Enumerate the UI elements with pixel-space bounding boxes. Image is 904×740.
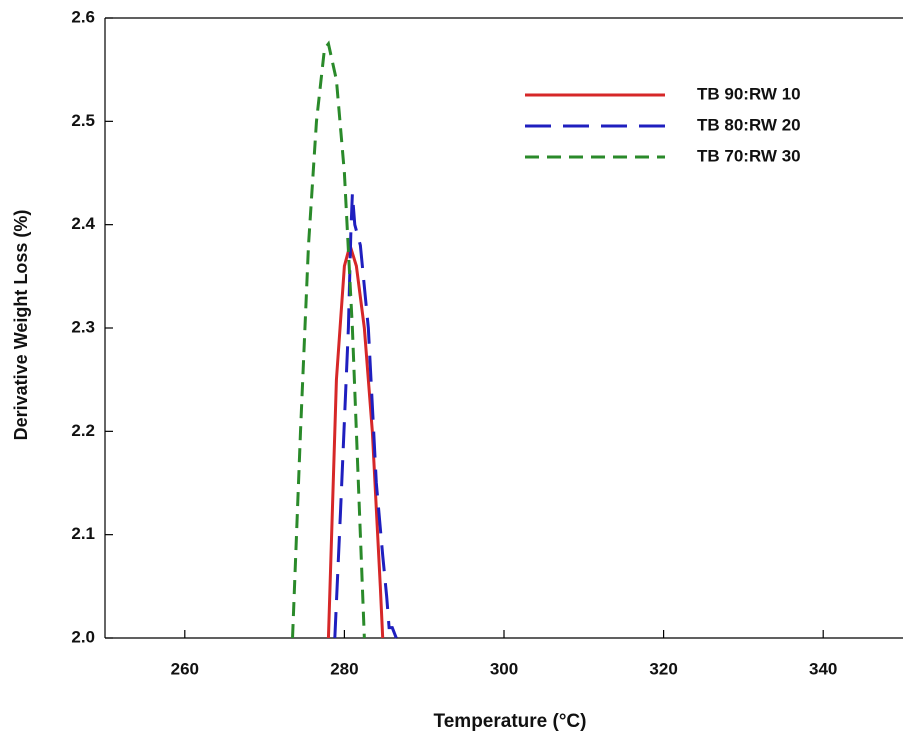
- x-tick-label: 300: [490, 659, 518, 678]
- y-tick-label: 2.1: [71, 524, 95, 543]
- x-axis-label: Temperature (°C): [434, 711, 587, 732]
- series-line: [333, 193, 398, 639]
- y-axis-label: Derivative Weight Loss (%): [11, 210, 31, 441]
- x-tick-label: 260: [171, 659, 199, 678]
- y-tick-label: 2.5: [71, 111, 95, 130]
- y-tick-label: 2.6: [71, 7, 95, 26]
- y-tick-label: 2.4: [71, 214, 95, 233]
- x-tick-label: 280: [330, 659, 358, 678]
- x-tick-label: 340: [809, 659, 837, 678]
- y-tick-label: 2.0: [71, 627, 95, 646]
- legend-label: TB 70:RW 30: [697, 146, 801, 165]
- legend-label: TB 80:RW 20: [697, 115, 801, 134]
- x-tick-label: 320: [649, 659, 677, 678]
- series-line: [291, 40, 366, 639]
- y-tick-label: 2.2: [71, 421, 95, 440]
- series-line: [326, 239, 385, 639]
- y-tick-label: 2.3: [71, 317, 95, 336]
- legend-label: TB 90:RW 10: [697, 84, 801, 103]
